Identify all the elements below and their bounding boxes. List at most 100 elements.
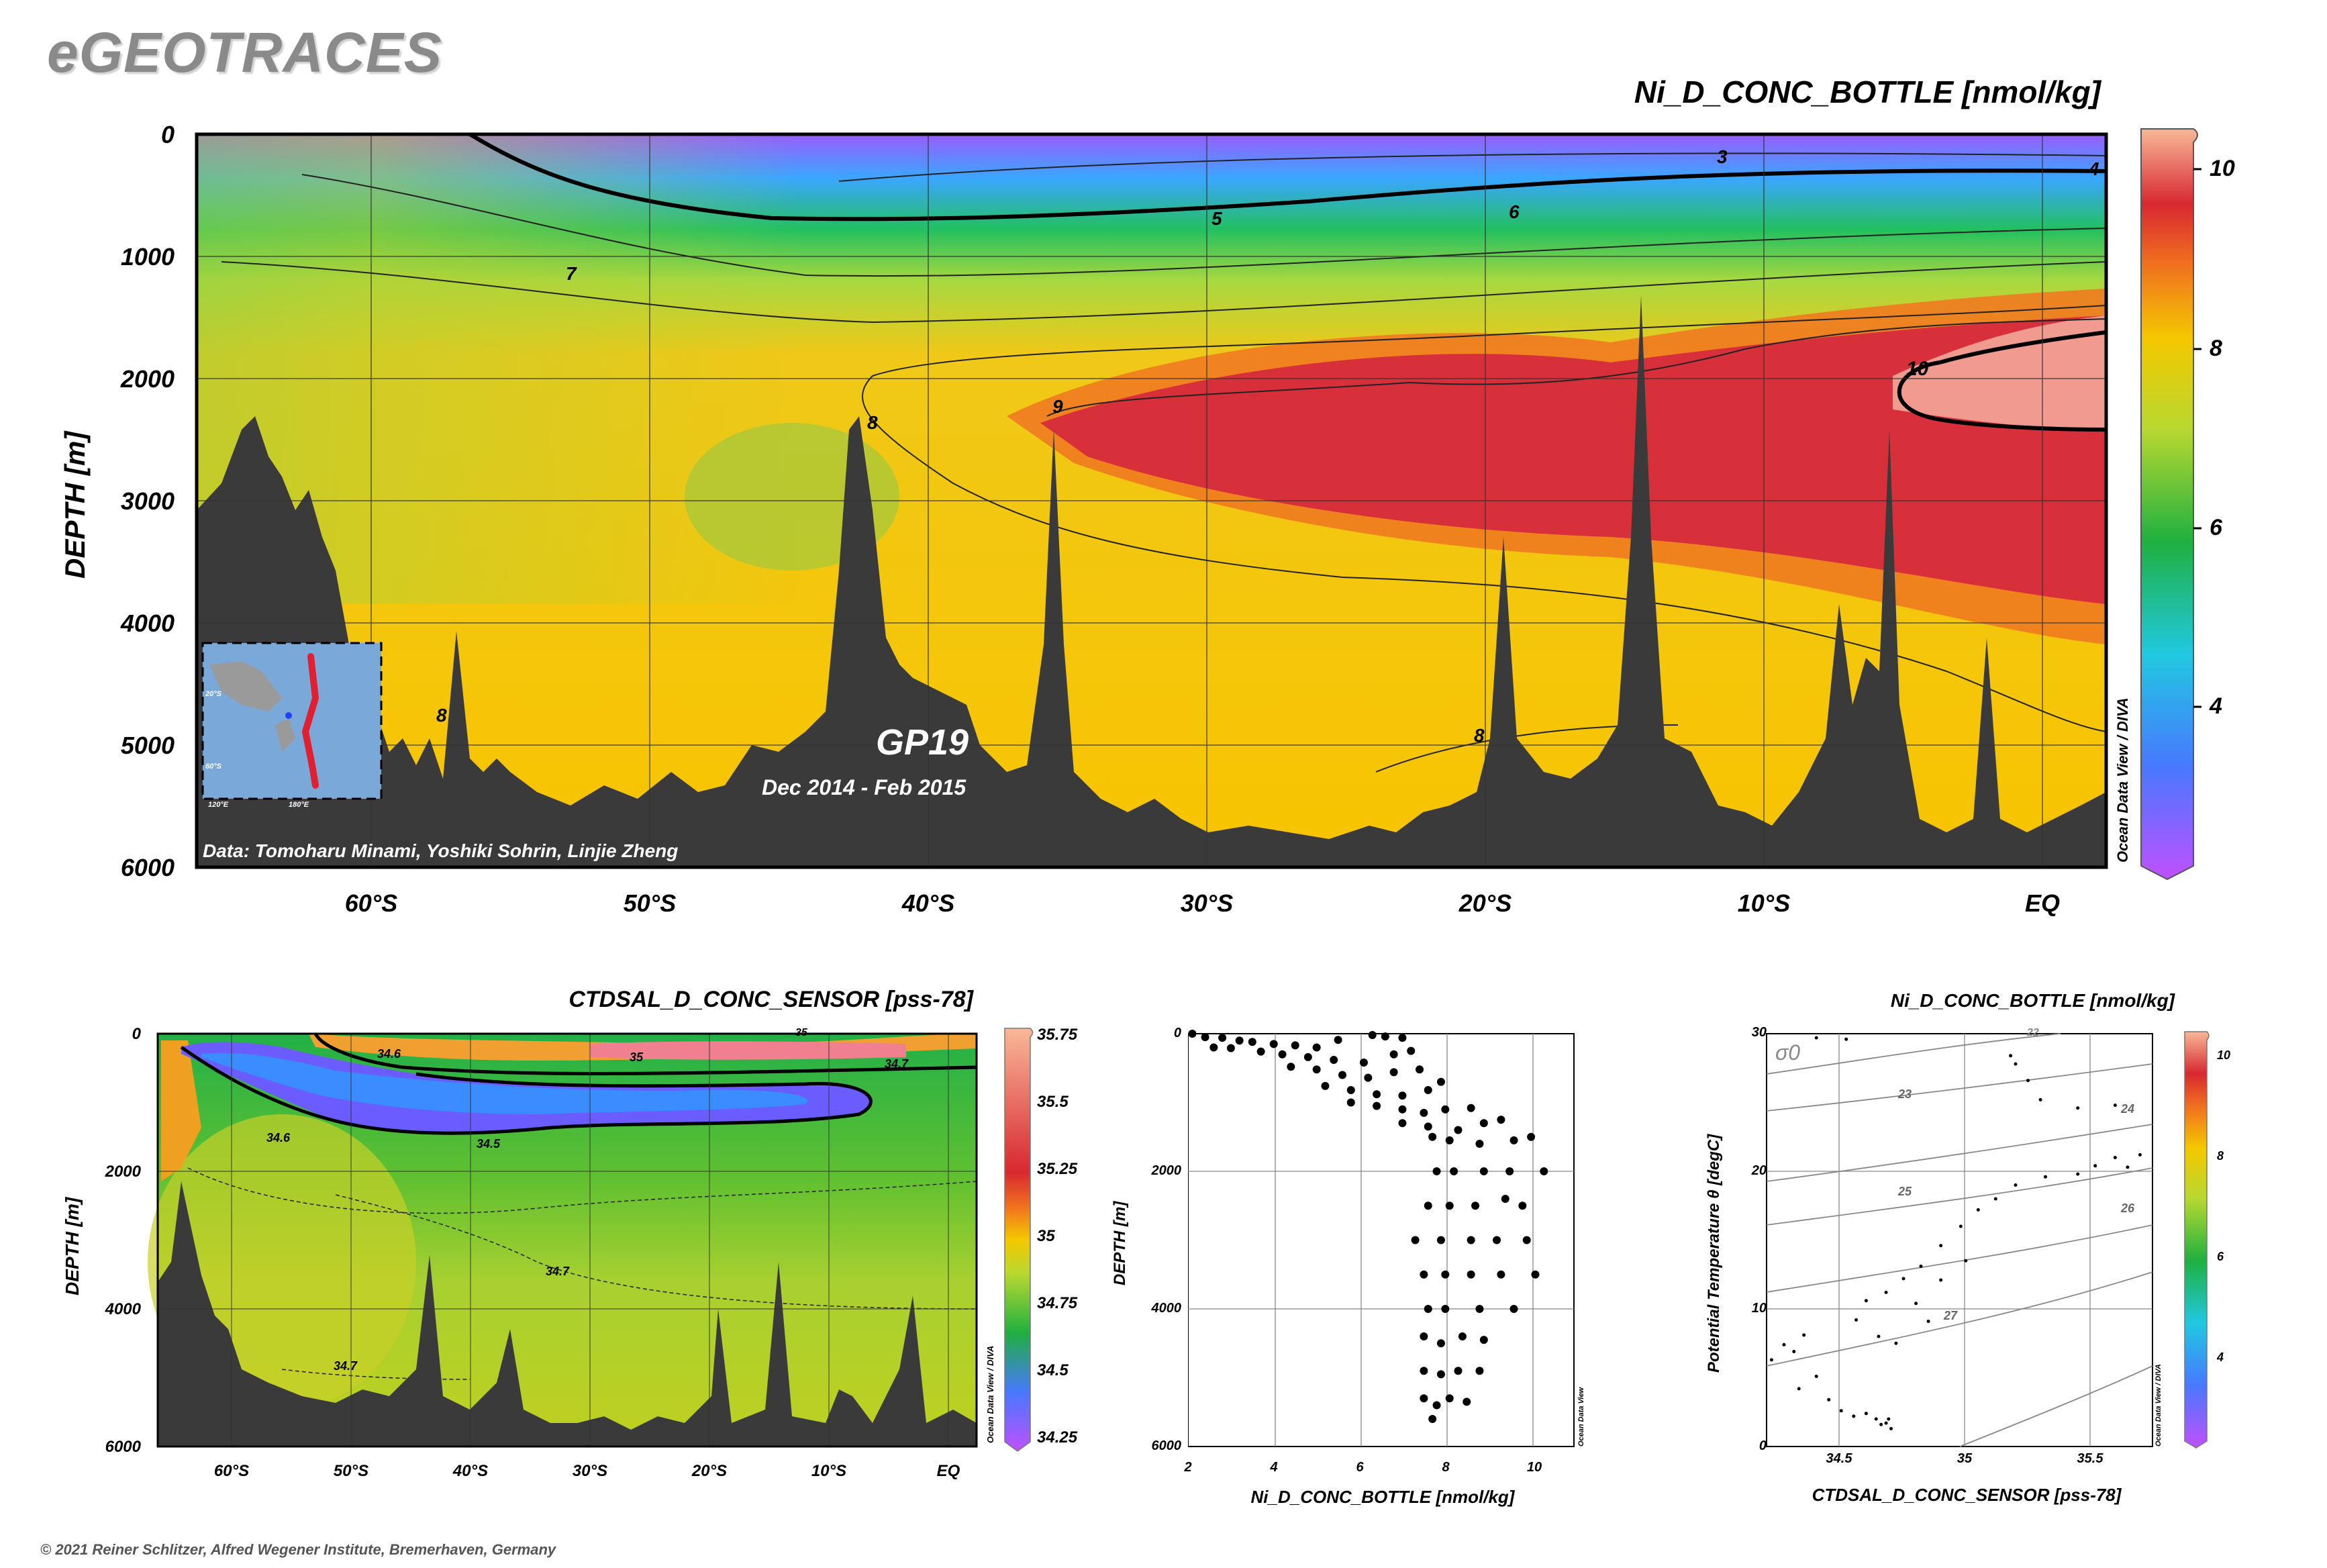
scatter-point bbox=[1467, 1104, 1475, 1112]
scatter-point bbox=[1454, 1126, 1463, 1134]
ts-point bbox=[1782, 1342, 1786, 1346]
cruise-dates: Dec 2014 - Feb 2015 bbox=[762, 775, 967, 799]
main-y-tick: 2000 bbox=[120, 365, 175, 393]
salinity-contour-label: 34.7 bbox=[885, 1057, 909, 1071]
scatter-point bbox=[1531, 1270, 1540, 1279]
ts-point bbox=[2026, 1079, 2030, 1083]
main-chart-title: Ni_D_CONC_BOTTLE [nmol/kg] bbox=[1634, 75, 2101, 109]
salinity-x-tick: 10°S bbox=[811, 1462, 847, 1480]
main-x-tick: 60°S bbox=[344, 889, 398, 917]
scatter-point bbox=[1398, 1034, 1407, 1042]
ts-colorbar-tick: 8 bbox=[2217, 1149, 2224, 1163]
ts-point bbox=[2009, 1054, 2013, 1058]
scatter-point bbox=[1428, 1415, 1437, 1423]
scatter-point bbox=[1501, 1195, 1509, 1203]
scatter-point bbox=[1497, 1270, 1505, 1279]
isopycnal-label: 23 bbox=[1898, 1087, 1912, 1101]
ts-colorbar-tick: 10 bbox=[2217, 1048, 2231, 1062]
scatter-point bbox=[1505, 1167, 1514, 1175]
scatter-point bbox=[1334, 1036, 1342, 1044]
ts-point bbox=[1959, 1224, 1963, 1228]
salinity-contour-label: 34.7 bbox=[546, 1265, 570, 1278]
main-y-tick: 0 bbox=[160, 121, 175, 148]
isopycnal-label: 26 bbox=[2121, 1202, 2135, 1215]
ts-point bbox=[2076, 1106, 2080, 1110]
isopycnal-label: 24 bbox=[2121, 1102, 2135, 1116]
ts-point bbox=[1976, 1208, 1980, 1212]
ts-point bbox=[1839, 1409, 1843, 1413]
scatter-point bbox=[1436, 1339, 1445, 1348]
ts-point bbox=[1939, 1278, 1943, 1282]
isopycnal-label: 27 bbox=[1944, 1309, 1958, 1322]
salinity-colorbar-tick: 35 bbox=[1037, 1227, 1055, 1245]
scatter-point bbox=[1364, 1073, 1373, 1082]
ts-x-axis-label: CTDSAL_D_CONC_SENSOR [pss-78] bbox=[1812, 1485, 2122, 1505]
scatter-point bbox=[1416, 1065, 1424, 1074]
scatter-point bbox=[1278, 1050, 1287, 1059]
main-colorbar-tick: 4 bbox=[2210, 693, 2222, 719]
salinity-colorbar-tick: 35.5 bbox=[1037, 1093, 1069, 1111]
contour-label: 8 bbox=[1474, 725, 1485, 746]
scatter-point bbox=[1398, 1105, 1407, 1114]
main-colorbar-tick: 10 bbox=[2210, 156, 2235, 181]
scatter-point bbox=[1373, 1090, 1381, 1099]
ts-point bbox=[1919, 1264, 1923, 1268]
scatter-point bbox=[1420, 1367, 1428, 1375]
scatter-point bbox=[1436, 1077, 1445, 1086]
scatter-x-tick: 2 bbox=[1184, 1460, 1192, 1475]
ts-point bbox=[1894, 1341, 1898, 1345]
contour-label: 7 bbox=[566, 263, 577, 284]
salinity-odv-credit: Ocean Data View / DIVA bbox=[985, 1345, 995, 1443]
ts-point bbox=[2014, 1062, 2018, 1066]
scatter-y-axis-label: DEPTH [m] bbox=[1111, 1201, 1129, 1285]
ts-point bbox=[1854, 1318, 1859, 1322]
main-y-tick: 1000 bbox=[120, 243, 175, 271]
scatter-point bbox=[1420, 1270, 1428, 1279]
scatter-point bbox=[1359, 1059, 1368, 1067]
ts-point bbox=[2043, 1175, 2047, 1179]
main-y-tick: 5000 bbox=[120, 732, 175, 759]
ts-y-tick: 0 bbox=[1759, 1438, 1767, 1453]
scatter-point bbox=[1398, 1091, 1407, 1100]
main-y-tick: 3000 bbox=[120, 487, 175, 515]
salinity-colorbar bbox=[1004, 1028, 1034, 1452]
salinity-x-tick: 20°S bbox=[691, 1462, 728, 1480]
main-colorbar bbox=[2140, 128, 2198, 881]
ts-point bbox=[1797, 1387, 1801, 1391]
scatter-point bbox=[1373, 1101, 1381, 1110]
scatter-point bbox=[1450, 1167, 1458, 1175]
copyright-footer: © 2021 Reiner Schlitzer, Alfred Wegener … bbox=[40, 1541, 556, 1558]
scatter-point bbox=[1420, 1332, 1428, 1340]
salinity-contour-label: 35 bbox=[795, 1027, 807, 1038]
scatter-x-tick: 6 bbox=[1356, 1460, 1364, 1475]
ts-point bbox=[2138, 1153, 2142, 1157]
cruise-label: GP19 bbox=[876, 722, 969, 763]
scatter-point bbox=[1256, 1047, 1265, 1056]
scatter-point bbox=[1269, 1040, 1278, 1048]
scatter-point bbox=[1441, 1105, 1450, 1114]
ts-point bbox=[1802, 1333, 1806, 1337]
scatter-point bbox=[1540, 1167, 1548, 1175]
salinity-contour-label: 34.5 bbox=[477, 1137, 501, 1150]
ts-x-tick: 35 bbox=[1957, 1451, 1973, 1466]
ts-point bbox=[1926, 1319, 1930, 1323]
scatter-point bbox=[1188, 1030, 1197, 1038]
ts-point bbox=[2093, 1164, 2097, 1168]
ts-point bbox=[1877, 1334, 1881, 1338]
ts-point bbox=[1887, 1417, 1891, 1421]
ts-y-tick: 30 bbox=[1751, 1025, 1767, 1040]
ts-y-tick: 20 bbox=[1751, 1163, 1767, 1178]
scatter-point bbox=[1458, 1332, 1467, 1340]
inset-lon-tick: 120°E bbox=[208, 801, 229, 809]
scatter-x-tick: 10 bbox=[1526, 1460, 1542, 1475]
ts-point bbox=[1879, 1422, 1883, 1426]
scatter-x-tick: 4 bbox=[1270, 1460, 1278, 1475]
ts-x-tick: 35.5 bbox=[2077, 1451, 2103, 1466]
ts-point bbox=[1814, 1036, 1818, 1040]
scatter-point bbox=[1407, 1046, 1416, 1055]
scatter-point bbox=[1522, 1236, 1531, 1244]
scatter-point bbox=[1411, 1236, 1420, 1244]
scatter-point bbox=[1445, 1394, 1454, 1403]
scatter-x-axis-label: Ni_D_CONC_BOTTLE [nmol/kg] bbox=[1250, 1487, 1515, 1507]
scatter-point bbox=[1420, 1108, 1428, 1117]
